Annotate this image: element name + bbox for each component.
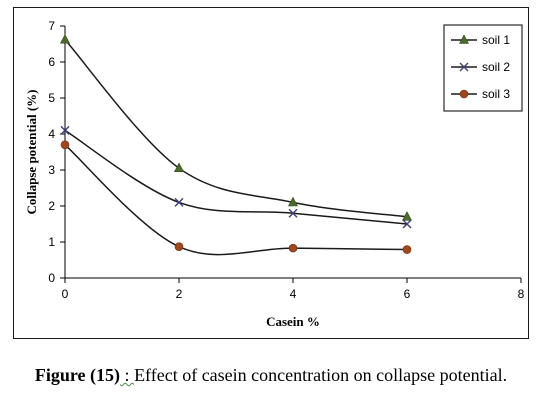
figure-caption: Figure (15) : Effect of casein concentra… (0, 364, 542, 386)
legend: soil 1 soil 2 soil 3 (443, 24, 523, 112)
legend-marker-soil-3 (459, 89, 469, 99)
x-tick-label: 8 (518, 287, 525, 301)
collapse-potential-chart: 0 1 2 3 4 5 6 7 0 2 4 6 8 soil 1 soil 2 soil 3 Casein … (24, 19, 525, 329)
y-axis-title: Collapse potential (%) (24, 90, 39, 215)
data-point-soil-3 (402, 245, 412, 254)
series-layer (60, 34, 412, 256)
data-point-soil-2 (288, 208, 298, 218)
legend-marker-soil-1 (459, 34, 469, 44)
legend-item-soil-2: soil 2 (451, 60, 510, 74)
series-soil-3 (60, 140, 412, 256)
data-point-soil-1 (402, 211, 412, 221)
data-point-soil-2-stroke (174, 197, 184, 207)
y-tick-label: 3 (48, 163, 55, 177)
caption-label: Figure (15) (34, 365, 121, 385)
y-tick-label: 4 (48, 127, 55, 141)
data-point-soil-2-stroke (60, 125, 70, 135)
data-point-soil-3 (60, 140, 70, 150)
y-tick-label: 6 (48, 55, 55, 69)
data-point-soil-1 (288, 196, 298, 207)
series-line-soil-3 (64, 144, 408, 256)
data-point-soil-2 (402, 219, 412, 229)
series-soil-1 (60, 34, 412, 221)
y-tick-label: 0 (48, 271, 55, 285)
data-point-soil-1 (174, 162, 184, 172)
series-soil-2 (60, 125, 412, 229)
legend-marker-soil-2-stroke (459, 62, 469, 72)
axes: 0 1 2 3 4 5 6 7 0 2 4 6 8 (48, 19, 524, 301)
data-point-soil-3 (288, 243, 298, 253)
legend-marker-soil-2 (459, 62, 469, 72)
y-tick-label: 7 (48, 19, 55, 33)
y-tick-label: 2 (48, 199, 55, 213)
x-tick-label: 0 (62, 287, 69, 301)
legend-label-soil-2: soil 2 (482, 60, 510, 74)
caption-separator: : (120, 365, 135, 385)
data-point-soil-2-stroke (288, 208, 298, 218)
legend-label-soil-1: soil 1 (482, 33, 510, 47)
data-point-soil-2 (60, 125, 70, 135)
x-axis-title: Casein % (266, 314, 320, 329)
legend-label-soil-3: soil 3 (482, 87, 510, 101)
legend-item-soil-3: soil 3 (451, 87, 510, 101)
y-tick-label: 1 (48, 235, 55, 249)
data-point-soil-3 (174, 242, 184, 251)
series-line-soil-1 (64, 39, 408, 218)
data-point-soil-2-stroke (402, 219, 412, 229)
series-line-soil-2 (64, 129, 408, 225)
y-tick-label: 5 (48, 91, 55, 105)
chart-frame: 0 1 2 3 4 5 6 7 0 2 4 6 8 soil 1 soil 2 soil 3 Casein … (13, 7, 529, 339)
x-tick-label: 4 (290, 287, 297, 301)
x-tick-label: 2 (176, 287, 183, 301)
data-point-soil-2 (174, 197, 184, 207)
caption-text: Effect of casein concentration on collap… (134, 365, 508, 385)
data-point-soil-1 (60, 34, 70, 44)
legend-item-soil-1: soil 1 (451, 33, 510, 47)
x-tick-label: 6 (404, 287, 411, 301)
